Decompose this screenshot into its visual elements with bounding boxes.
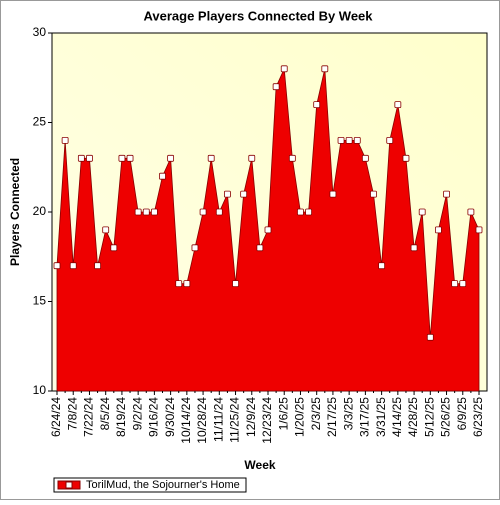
x-tick-label: 9/30/24 <box>163 397 177 437</box>
point-marker <box>321 65 329 73</box>
point-marker <box>410 244 418 252</box>
x-tick-label: 6/24/24 <box>49 397 63 437</box>
x-tick-label: 1/20/25 <box>293 397 307 437</box>
point-marker <box>53 262 61 270</box>
point-marker <box>134 208 142 216</box>
x-tick-label: 8/19/24 <box>114 397 128 437</box>
y-tick-label: 15 <box>33 294 47 308</box>
point-marker <box>118 154 126 162</box>
point-marker <box>459 280 467 288</box>
x-tick-label: 11/11/24 <box>211 397 225 442</box>
x-tick-label: 5/26/25 <box>439 397 453 437</box>
point-marker <box>435 226 442 234</box>
point-marker <box>183 280 191 288</box>
point-marker <box>199 208 207 216</box>
y-tick-label: 30 <box>33 25 47 39</box>
point-marker <box>426 333 434 341</box>
x-tick-label: 12/9/24 <box>244 397 258 437</box>
point-marker <box>150 208 158 216</box>
x-tick-label: 3/17/25 <box>358 397 372 437</box>
x-tick-label: 9/2/24 <box>130 397 144 431</box>
x-tick-label: 6/9/25 <box>455 397 469 431</box>
point-marker <box>248 154 256 162</box>
point-marker <box>394 101 402 108</box>
x-tick-label: 12/23/24 <box>260 397 274 444</box>
x-tick-label: 7/22/24 <box>82 397 96 437</box>
point-marker <box>443 190 450 198</box>
point-marker <box>337 136 345 144</box>
y-axis-label: Players Connected <box>8 158 22 266</box>
point-marker <box>224 190 231 198</box>
x-tick-label: 10/28/24 <box>195 397 209 444</box>
y-tick-label: 10 <box>33 383 47 397</box>
point-marker <box>102 226 110 234</box>
point-marker <box>402 154 410 162</box>
point-marker <box>126 154 134 162</box>
x-tick-label: 10/14/24 <box>179 397 193 444</box>
point-marker <box>370 190 377 198</box>
x-tick-label: 11/25/24 <box>228 397 242 443</box>
point-marker <box>418 208 426 216</box>
point-marker <box>353 136 361 144</box>
chart-title: Average Players Connected By Week <box>143 8 373 23</box>
x-tick-label: 4/28/25 <box>406 397 420 437</box>
y-tick-label: 25 <box>33 115 47 129</box>
x-tick-label: 4/14/25 <box>390 397 404 437</box>
point-marker <box>77 154 85 162</box>
x-tick-label: 6/23/25 <box>471 397 485 437</box>
point-marker <box>94 262 101 270</box>
x-tick-label: 1/6/25 <box>276 397 290 431</box>
point-marker <box>475 226 483 234</box>
point-marker <box>69 262 77 270</box>
point-marker <box>345 136 353 144</box>
point-marker <box>329 190 337 198</box>
point-marker <box>167 154 175 162</box>
point-marker <box>313 101 321 108</box>
legend-marker <box>65 481 73 489</box>
point-marker <box>451 280 459 288</box>
point-marker <box>361 154 369 162</box>
point-marker <box>240 190 248 198</box>
point-marker <box>232 280 239 288</box>
point-marker <box>467 208 475 216</box>
point-marker <box>297 208 304 216</box>
point-marker <box>110 244 118 252</box>
point-marker <box>215 208 223 216</box>
y-tick-label: 20 <box>33 204 47 218</box>
x-tick-label: 2/3/25 <box>309 397 323 431</box>
point-marker <box>256 244 264 252</box>
x-tick-label: 5/12/25 <box>422 397 436 437</box>
point-marker <box>191 244 199 252</box>
x-axis-label: Week <box>244 458 275 472</box>
point-marker <box>207 154 215 162</box>
x-tick-label: 3/3/25 <box>341 397 355 431</box>
point-marker <box>305 208 312 216</box>
point-marker <box>386 136 394 144</box>
x-tick-label: 7/8/24 <box>65 397 79 431</box>
point-marker <box>175 280 183 288</box>
point-marker <box>142 208 150 216</box>
x-tick-label: 8/5/24 <box>98 397 112 431</box>
point-marker <box>159 172 166 180</box>
legend-box <box>53 477 247 493</box>
point-marker <box>61 136 69 144</box>
x-tick-label: 3/31/25 <box>374 397 388 437</box>
point-marker <box>264 226 272 234</box>
x-tick-label: 2/17/25 <box>325 397 339 437</box>
point-marker <box>288 154 296 162</box>
point-marker <box>378 262 386 270</box>
x-tick-label: 9/16/24 <box>147 397 161 437</box>
point-marker <box>280 65 288 73</box>
legend-label: TorilMud, the Sojourner's Home <box>86 479 240 491</box>
point-marker <box>272 83 280 91</box>
point-marker <box>86 154 93 162</box>
